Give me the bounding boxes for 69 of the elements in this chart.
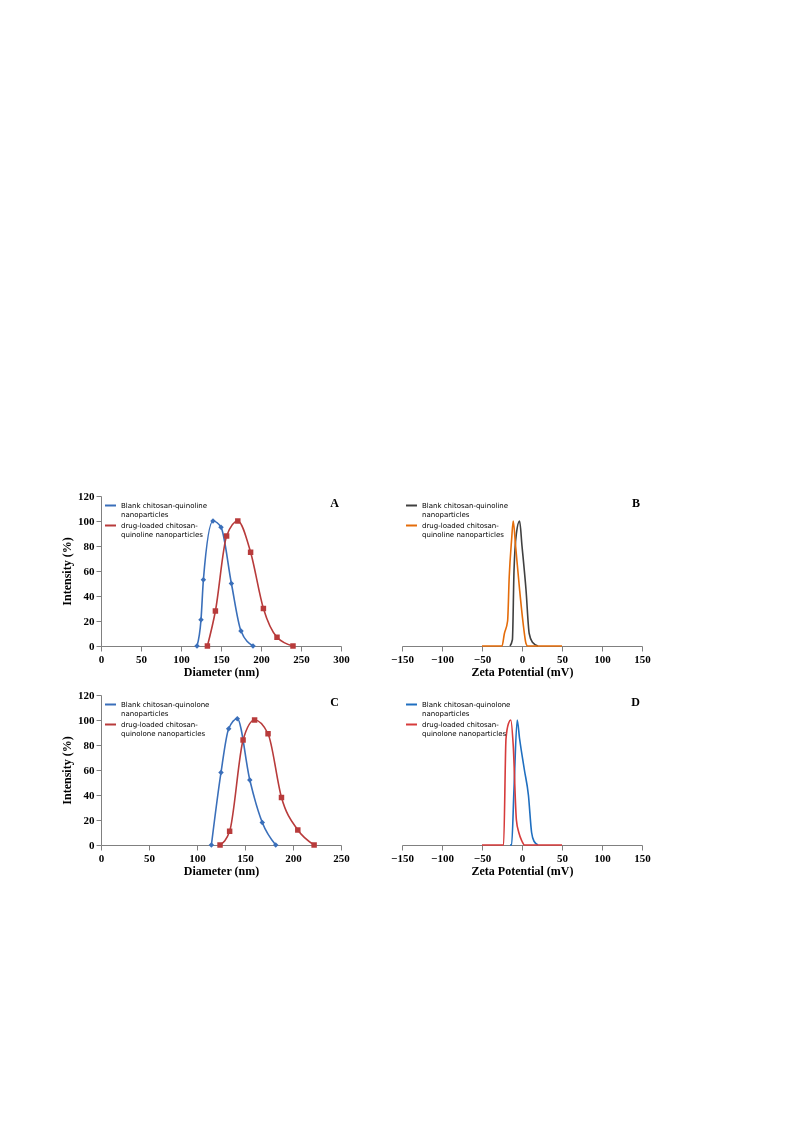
x-axis-title: Zeta Potential (mV): [471, 863, 574, 878]
x-tick-label: −50: [473, 851, 492, 864]
x-tick-label: 150: [237, 851, 255, 864]
x-axis-title: Diameter (nm): [183, 863, 260, 878]
x-tick-label: 50: [136, 652, 148, 665]
point: [208, 842, 215, 848]
y-tick-label: 100: [78, 713, 95, 726]
x-axis-title: Zeta Potential (mV): [471, 664, 574, 679]
x-tick-label: 150: [634, 851, 652, 864]
x-tick-label: −100: [431, 652, 455, 665]
x-tick-label: 200: [285, 851, 303, 864]
point: [311, 842, 317, 848]
x-tick-label: 250: [293, 652, 311, 665]
point: [204, 643, 211, 649]
x-tick-label: 100: [594, 851, 612, 864]
point: [225, 726, 232, 732]
x-tick-label: 50: [557, 851, 569, 864]
x-tick-label: −100: [431, 851, 455, 864]
x-tick-label: 0: [519, 652, 526, 665]
y-tick-label: 40: [83, 589, 95, 602]
y-tick-label: 120: [78, 688, 95, 701]
x-tick-label: 150: [634, 652, 652, 665]
x-tick-label: 150: [213, 652, 231, 665]
point: [212, 608, 219, 614]
y-tick-label: 20: [83, 614, 95, 627]
point: [251, 717, 258, 723]
y-tick-label: 40: [83, 788, 95, 801]
point: [217, 842, 223, 848]
annotation: A: [330, 496, 340, 510]
x-tick-label: −150: [391, 851, 415, 864]
y-tick-label: 20: [83, 813, 95, 826]
x-tick-label: −150: [391, 652, 415, 665]
point: [272, 842, 279, 848]
x-tick-label: 0: [98, 652, 105, 665]
x-tick-label: 50: [144, 851, 156, 864]
y-tick-label: 0: [89, 639, 95, 652]
text: D: [631, 695, 641, 709]
x-tick-label: 100: [173, 652, 191, 665]
x-tick-label: 250: [333, 851, 351, 864]
x-tick-label: 300: [333, 652, 351, 665]
annotation: C: [330, 695, 339, 709]
text: B: [631, 496, 640, 510]
point: [200, 577, 207, 583]
y-axis-title: Intensity (%): [60, 736, 74, 805]
point: [265, 731, 271, 737]
point: [240, 737, 246, 743]
x-axis-title: Diameter (nm): [183, 664, 260, 679]
y-tick-label: 0: [89, 838, 95, 851]
y-tick-label: 60: [83, 763, 95, 776]
x-tick-label: 100: [594, 652, 612, 665]
point: [234, 716, 241, 722]
point: [218, 769, 224, 776]
y-axis-title: Intensity (%): [60, 537, 74, 606]
y-tick-label: 60: [83, 564, 95, 577]
x-tick-label: −50: [473, 652, 492, 665]
x-tick-label: 0: [98, 851, 105, 864]
point: [290, 643, 296, 649]
point: [235, 518, 241, 524]
y-tick-label: 120: [78, 489, 95, 502]
y-tick-label: 80: [83, 539, 95, 552]
point: [274, 634, 280, 640]
y-tick-label: 100: [78, 514, 95, 527]
y-tick-label: 80: [83, 738, 95, 751]
point: [295, 827, 301, 833]
point: [223, 533, 230, 539]
x-tick-label: 200: [253, 652, 271, 665]
x-tick-label: 0: [519, 851, 526, 864]
x-tick-label: 100: [189, 851, 207, 864]
x-tick-label: 50: [557, 652, 569, 665]
